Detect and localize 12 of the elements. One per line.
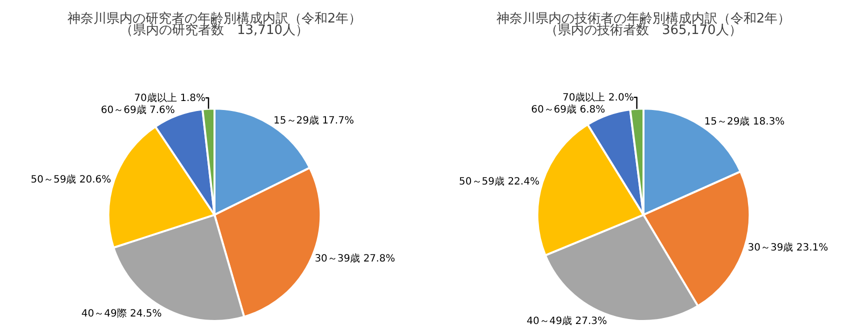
slice-label: 70歳以上 1.8% — [134, 92, 206, 104]
slice-label: 60～69歳 7.6% — [100, 104, 175, 116]
slice-label: 30～39歳 27.8% — [314, 252, 396, 265]
slice-label: 40～49歳 27.3% — [526, 314, 608, 327]
slice-label: 30～39歳 23.1% — [748, 241, 828, 254]
slice-label: 15～29歳 18.3% — [704, 116, 785, 128]
slice-label: 15～29歳 17.7% — [274, 114, 354, 126]
slice-label: 50～59歳 20.6% — [30, 173, 112, 186]
slice-label: 60～69歳 6.8% — [531, 103, 606, 116]
slice-label: 70歳以上 2.0% — [562, 91, 634, 104]
slice-label: 40～49際 24.5% — [81, 307, 162, 320]
slice-label: 50～59歳 22.4% — [459, 176, 540, 188]
